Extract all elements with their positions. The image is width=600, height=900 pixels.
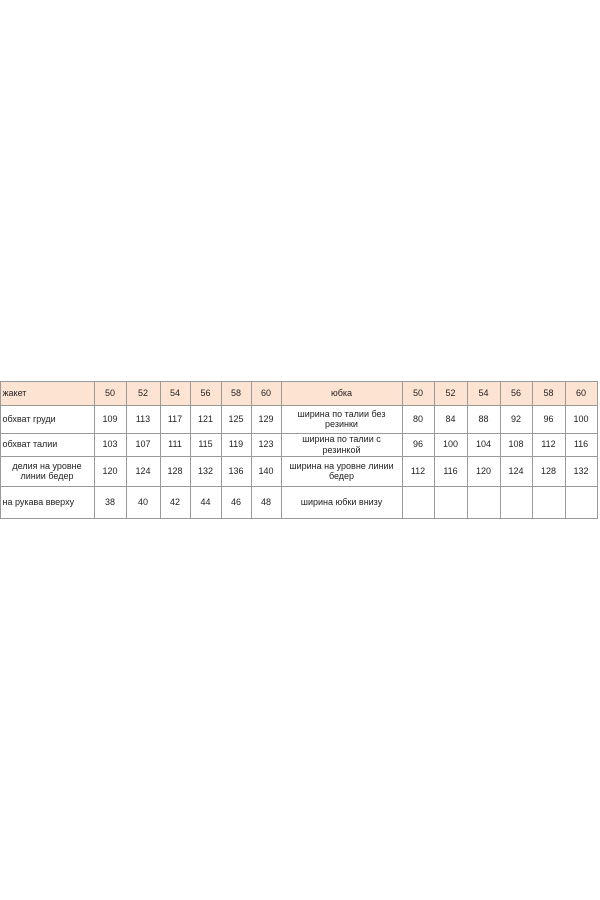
value-cell: 44: [189, 485, 222, 519]
value-cell: 113: [125, 404, 161, 434]
header-cell: 52: [125, 380, 161, 406]
value-cell: 96: [401, 432, 435, 457]
header-cell: 58: [220, 380, 252, 406]
value-cell: 108: [499, 432, 533, 457]
value-cell: 46: [220, 485, 252, 519]
value-cell: 96: [531, 404, 566, 434]
value-cell: 48: [250, 485, 282, 519]
header-cell: 56: [189, 380, 222, 406]
header-cell: 50: [401, 380, 435, 406]
value-cell: 80: [401, 404, 435, 434]
value-cell: 136: [220, 455, 252, 487]
label-cell: ширина на уровне линии бедер: [280, 455, 403, 487]
value-cell: 100: [433, 432, 468, 457]
value-cell: 116: [564, 432, 598, 457]
value-cell: 128: [531, 455, 566, 487]
value-cell: 109: [93, 404, 127, 434]
value-cell: 120: [466, 455, 501, 487]
header-cell: 60: [564, 380, 598, 406]
header-cell: 52: [433, 380, 468, 406]
label-cell: делия на уровне линии бедер: [0, 455, 95, 487]
value-cell: 104: [466, 432, 501, 457]
header-cell: 54: [466, 380, 501, 406]
value-cell: 121: [189, 404, 222, 434]
header-cell: 56: [499, 380, 533, 406]
value-cell: 116: [433, 455, 468, 487]
header-cell: 60: [250, 380, 282, 406]
value-cell: 103: [93, 432, 127, 457]
header-cell: жакет: [0, 380, 95, 406]
label-cell: обхват талии: [0, 432, 95, 457]
value-cell: 84: [433, 404, 468, 434]
value-cell: 128: [159, 455, 191, 487]
value-cell: 100: [564, 404, 598, 434]
value-cell: 42: [159, 485, 191, 519]
empty-cell: [531, 485, 566, 519]
value-cell: 120: [93, 455, 127, 487]
header-cell: 54: [159, 380, 191, 406]
value-cell: 123: [250, 432, 282, 457]
label-cell: ширина по талии без резинки: [280, 404, 403, 434]
empty-cell: [564, 485, 598, 519]
value-cell: 124: [125, 455, 161, 487]
value-cell: 107: [125, 432, 161, 457]
value-cell: 112: [531, 432, 566, 457]
value-cell: 111: [159, 432, 191, 457]
value-cell: 40: [125, 485, 161, 519]
value-cell: 124: [499, 455, 533, 487]
label-cell: на рукава вверху: [0, 485, 95, 519]
header-cell: 58: [531, 380, 566, 406]
value-cell: 140: [250, 455, 282, 487]
value-cell: 129: [250, 404, 282, 434]
value-cell: 38: [93, 485, 127, 519]
value-cell: 119: [220, 432, 252, 457]
value-cell: 132: [189, 455, 222, 487]
value-cell: 112: [401, 455, 435, 487]
value-cell: 88: [466, 404, 501, 434]
value-cell: 92: [499, 404, 533, 434]
value-cell: 132: [564, 455, 598, 487]
header-cell: 50: [93, 380, 127, 406]
empty-cell: [499, 485, 533, 519]
label-cell: обхват груди: [0, 404, 95, 434]
empty-cell: [433, 485, 468, 519]
value-cell: 117: [159, 404, 191, 434]
value-cell: 115: [189, 432, 222, 457]
value-cell: 125: [220, 404, 252, 434]
empty-cell: [401, 485, 435, 519]
empty-cell: [466, 485, 501, 519]
label-cell: ширина по талии с резинкой: [280, 432, 403, 457]
label-cell: ширина юбки внизу: [280, 485, 403, 519]
header-cell: юбка: [280, 380, 403, 406]
